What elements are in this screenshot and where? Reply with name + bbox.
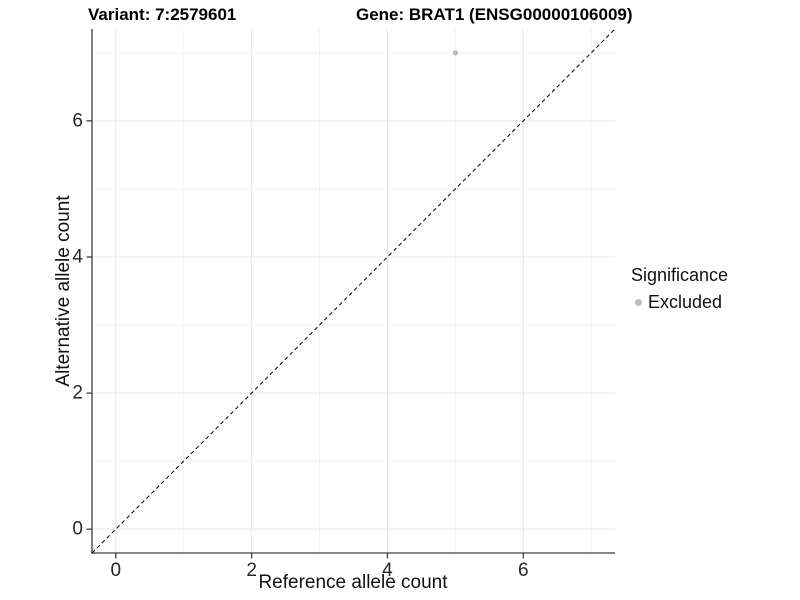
y-tick-label: 6 — [72, 110, 83, 132]
legend-point-swatch — [635, 299, 642, 306]
x-tick-label: 2 — [246, 560, 257, 581]
identity-reference-line — [91, 28, 616, 554]
x-axis-title: Reference allele count — [258, 572, 448, 593]
x-tick-label: 4 — [382, 560, 393, 581]
legend-item-excluded: Excluded — [635, 292, 728, 313]
y-axis-title: Alternative allele count — [53, 195, 74, 387]
plot-title-gene: Gene: BRAT1 (ENSG00000106009) — [356, 5, 633, 24]
legend: Significance Excluded — [631, 265, 728, 313]
y-tick-label: 0 — [72, 518, 83, 540]
data-point — [452, 50, 459, 56]
legend-title: Significance — [631, 265, 729, 285]
plot-title-variant: Variant: 7:2579601 — [88, 5, 237, 24]
y-tick-label: 2 — [72, 382, 83, 404]
legend-item-label: Excluded — [648, 292, 723, 312]
x-tick-label: 6 — [518, 560, 529, 581]
y-tick-label: 4 — [72, 246, 83, 268]
x-tick-label: 0 — [110, 560, 122, 581]
